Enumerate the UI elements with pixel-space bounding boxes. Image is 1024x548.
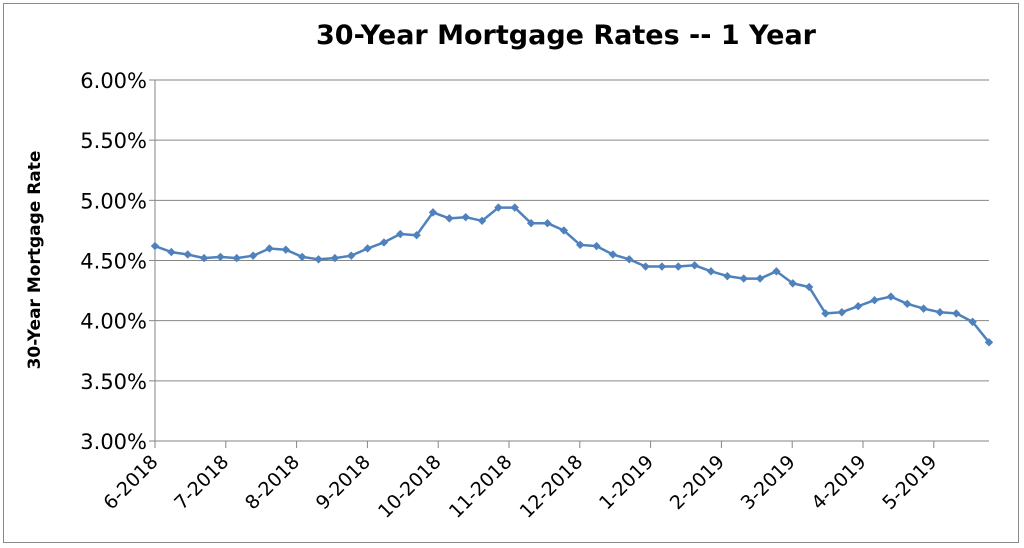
data-point <box>657 262 667 271</box>
chart-title: 30-Year Mortgage Rates -- 1 Year <box>316 20 817 51</box>
x-tick-label: 3-2019 <box>737 451 800 514</box>
data-point <box>297 252 307 262</box>
y-tick-label: 3.50% <box>80 370 147 394</box>
data-point <box>199 253 209 263</box>
data-point <box>625 255 634 264</box>
data-point <box>984 338 994 347</box>
y-tick-label: 3.00% <box>80 430 147 454</box>
data-point <box>723 271 732 281</box>
data-point <box>968 317 977 327</box>
data-point <box>559 226 569 235</box>
y-tick-label: 5.00% <box>80 189 147 213</box>
y-tick-label: 6.00% <box>80 69 147 93</box>
data-point <box>330 253 340 263</box>
x-tick-label: 5-2019 <box>878 451 941 514</box>
data-point <box>641 262 650 271</box>
x-tick-label: 4-2019 <box>807 451 870 514</box>
data-point <box>412 231 421 240</box>
data-point <box>608 250 618 259</box>
data-point <box>216 252 225 262</box>
y-tick-labels: 3.00% 3.50% 4.00% 4.50% 5.00% 5.50% 6.00% <box>80 69 147 454</box>
axes <box>154 80 989 448</box>
data-point <box>952 309 961 318</box>
data-point <box>853 302 863 311</box>
data-point <box>477 216 487 225</box>
data-point <box>314 255 323 264</box>
data-point <box>821 309 830 318</box>
x-tick-labels: 6-2018 7-2018 8-2018 9-2018 10-2018 11-2018 12… <box>99 451 941 523</box>
data-point <box>575 240 585 250</box>
x-tick-label: 8-2018 <box>241 451 304 514</box>
data-point <box>526 218 536 228</box>
data-point <box>183 250 192 259</box>
data-point <box>739 274 748 283</box>
y-tick-label: 4.50% <box>80 250 147 274</box>
data-point <box>167 247 176 257</box>
data-point <box>248 251 258 260</box>
data-point <box>379 238 389 247</box>
data-point <box>461 212 470 222</box>
data-point <box>919 304 928 313</box>
data-point <box>281 245 291 254</box>
data-point <box>903 299 912 309</box>
data-point <box>755 274 765 283</box>
data-point <box>772 267 781 276</box>
data-point <box>870 296 879 305</box>
data-point <box>706 267 716 276</box>
x-tick-label: 2-2019 <box>666 451 729 514</box>
gridlines <box>149 79 989 442</box>
x-tick-label: 7-2018 <box>170 451 233 514</box>
data-point <box>690 261 699 270</box>
x-tick-label: 1-2019 <box>595 451 658 514</box>
y-axis-label: 30-Year Mortgage Rate <box>25 151 45 370</box>
data-point <box>510 203 519 212</box>
data-point <box>592 241 601 251</box>
data-point <box>494 203 503 212</box>
chart-frame <box>3 3 1019 543</box>
data-point <box>886 292 896 301</box>
data-point <box>232 253 241 263</box>
data-point <box>428 208 438 217</box>
data-point <box>788 279 797 288</box>
data-point <box>265 244 274 253</box>
data-point <box>837 308 847 317</box>
data-point <box>804 282 814 292</box>
data-point <box>150 241 160 251</box>
series <box>150 203 994 347</box>
data-point <box>363 244 372 253</box>
data-point <box>543 218 552 228</box>
data-point <box>445 214 454 223</box>
y-tick-label: 4.00% <box>80 310 147 334</box>
x-tick-label: 6-2018 <box>99 451 162 514</box>
x-tick-label: 11-2018 <box>445 451 517 523</box>
data-point <box>396 229 405 239</box>
x-tick-label: 10-2018 <box>374 451 446 523</box>
data-point <box>935 308 945 317</box>
x-tick-label: 12-2018 <box>516 451 588 523</box>
data-point <box>347 251 356 260</box>
series-line <box>154 206 990 344</box>
data-point <box>674 262 683 271</box>
y-tick-label: 5.50% <box>80 129 147 153</box>
x-tick-label: 9-2018 <box>312 451 375 514</box>
